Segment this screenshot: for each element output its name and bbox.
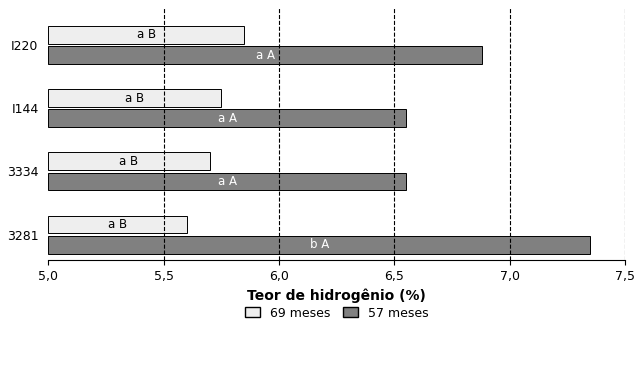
Text: a B: a B bbox=[137, 28, 156, 41]
X-axis label: Teor de hidrogênio (%): Teor de hidrogênio (%) bbox=[247, 288, 426, 303]
Text: a A: a A bbox=[256, 48, 275, 61]
Bar bbox=[48, 89, 221, 107]
Bar bbox=[48, 110, 406, 127]
Legend: 69 meses, 57 meses: 69 meses, 57 meses bbox=[240, 302, 433, 324]
Text: b A: b A bbox=[309, 238, 329, 251]
Bar bbox=[48, 152, 210, 170]
Text: a B: a B bbox=[119, 155, 139, 168]
Bar bbox=[48, 26, 245, 44]
Bar bbox=[48, 173, 406, 190]
Bar bbox=[48, 216, 187, 233]
Text: a A: a A bbox=[218, 175, 237, 188]
Bar bbox=[48, 46, 482, 64]
Text: a B: a B bbox=[125, 91, 144, 104]
Text: a B: a B bbox=[108, 218, 127, 231]
Text: a A: a A bbox=[218, 112, 237, 125]
Bar bbox=[48, 236, 591, 253]
